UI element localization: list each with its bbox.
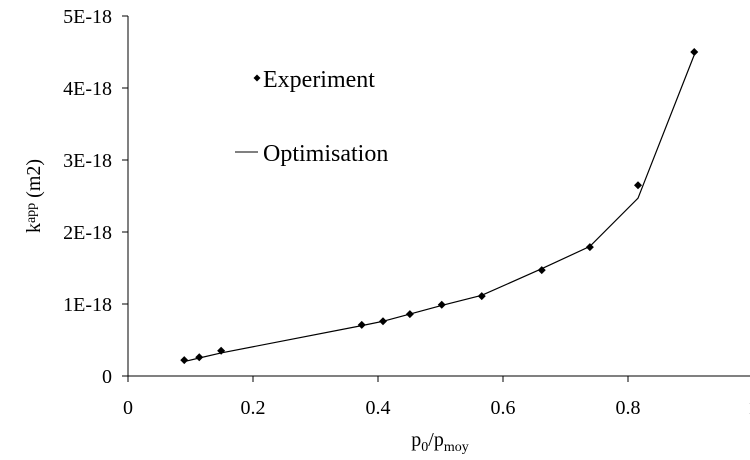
experiment-point: [690, 48, 699, 56]
y-axis-title: kapp (m2): [23, 159, 45, 233]
x-tick-label: 0: [123, 397, 133, 419]
experiment-point: [180, 356, 189, 365]
experiment-point: [437, 300, 446, 309]
x-title-part: /p: [428, 429, 444, 451]
x-title-part: moy: [444, 440, 469, 455]
y-tick-label: 0: [102, 366, 112, 388]
y-tick-label: 1E-18: [63, 294, 112, 316]
experiment-point: [195, 353, 204, 362]
legend-label: Experiment: [263, 67, 375, 93]
x-tick-label: 0.2: [241, 397, 266, 419]
optimisation-line: [184, 54, 695, 363]
y-title-part: app: [24, 203, 39, 223]
x-tick-label: 0.6: [491, 397, 516, 419]
experiment-point: [357, 320, 366, 329]
x-title-part: 0: [421, 440, 428, 455]
y-tick-label: 4E-18: [63, 78, 112, 100]
legend-marker: [253, 74, 261, 82]
experiment-point: [634, 181, 642, 190]
y-title-part: k: [23, 223, 45, 233]
x-tick-label: 0.8: [616, 397, 641, 419]
x-tick-label: 0.4: [366, 397, 391, 419]
x-title-part: p: [411, 429, 421, 451]
x-axis-title: p0/pmoy: [411, 429, 468, 455]
y-tick-label: 3E-18: [63, 150, 112, 172]
legend-label: Optimisation: [263, 141, 388, 167]
y-tick-label: 5E-18: [63, 6, 112, 28]
y-tick-label: 2E-18: [63, 222, 112, 244]
y-title-part: (m2): [23, 159, 45, 203]
x-tick-label: 1: [748, 397, 750, 419]
